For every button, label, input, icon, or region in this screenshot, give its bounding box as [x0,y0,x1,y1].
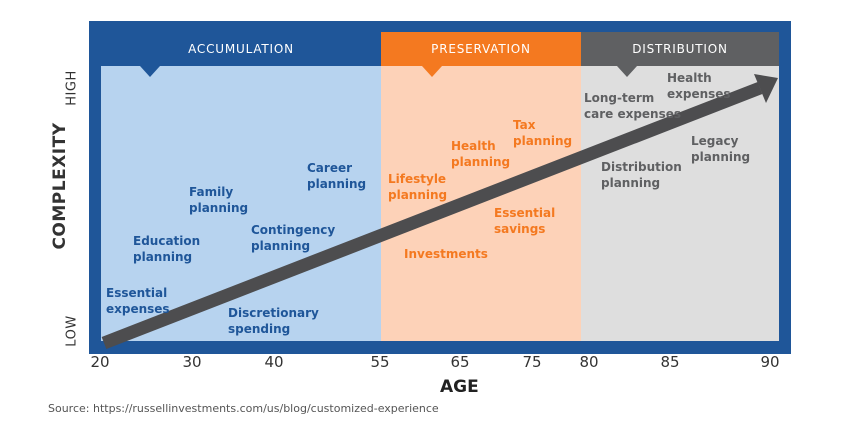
label-contingency-planning: Contingency planning [251,223,336,253]
y-axis-low: LOW [64,315,80,347]
y-axis-high: HIGH [64,70,80,106]
accumulation-pointer [140,66,160,77]
growth-arrow-head [754,74,778,103]
y-axis-title: COMPLEXITY [50,122,70,250]
label-education-planning: Education planning [133,234,201,264]
distribution-header: DISTRIBUTION [581,32,779,66]
label-essential-savings: Essential savings [494,206,556,236]
preservation-zone [381,66,581,341]
label-essential-expenses: Essential expenses [106,286,170,316]
label-career-planning: Career planning [307,161,367,191]
x-tick-30: 30 [182,353,202,371]
x-tick-65: 65 [450,353,470,371]
x-tick-80: 80 [579,353,599,371]
x-axis-title: AGE [440,377,479,397]
label-tax-planning: Tax planning [513,118,573,148]
label-investments: Investments [404,247,488,261]
x-tick-85: 85 [660,353,680,371]
label-legacy-planning: Legacy planning [691,134,751,164]
label-discretionary-spending: Discretionary spending [228,306,319,336]
x-tick-20: 20 [90,353,110,371]
growth-arrow-shaft [101,81,763,350]
label-lifestyle-planning: Lifestyle planning [388,172,448,202]
label-health-expenses: Health expenses [667,71,731,101]
x-tick-90: 90 [760,353,780,371]
x-tick-55: 55 [370,353,390,371]
label-health-planning: Health planning [451,139,511,169]
label-long-term-care: Long-term care expenses [584,91,682,121]
accumulation-header: ACCUMULATION [188,42,294,56]
preservation-header: PRESERVATION [381,32,581,66]
label-family-planning: Family planning [189,185,249,215]
distribution-zone [581,66,779,341]
preservation-pointer [422,66,442,77]
distribution-pointer [617,66,637,77]
label-distribution-planning: Distribution planning [601,160,682,190]
source-note: Source: https://russellinvestments.com/u… [48,402,439,415]
x-tick-40: 40 [264,353,284,371]
x-tick-75: 75 [522,353,542,371]
